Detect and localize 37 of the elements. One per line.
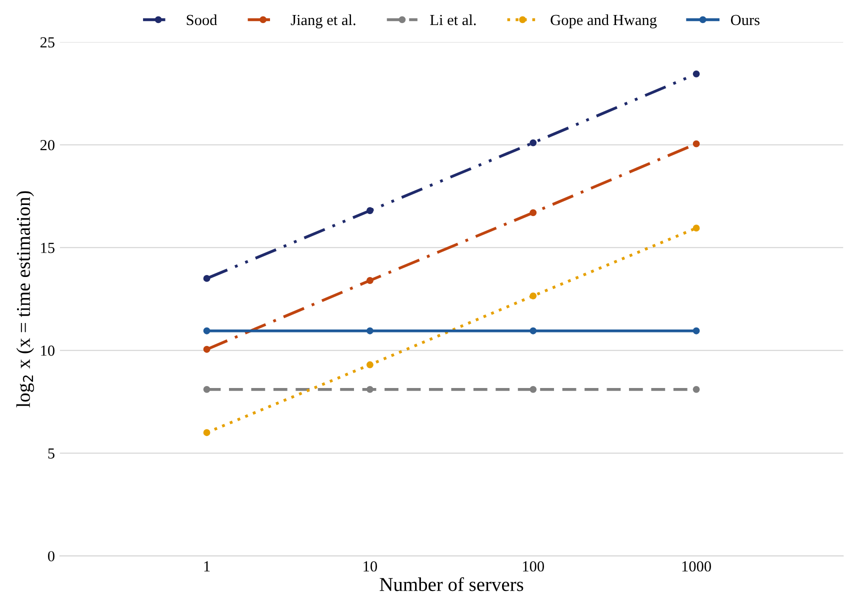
x-axis-title: Number of servers — [380, 577, 524, 592]
point — [530, 139, 537, 146]
y-tick-label: 20 — [40, 140, 54, 150]
x-tick-label: 1000 — [682, 561, 711, 572]
legend-label: Li et al. — [430, 14, 476, 26]
point — [530, 292, 537, 300]
point — [203, 327, 210, 334]
y-axis-title: log$_{2}$ x (x = time estimation) — [16, 191, 34, 408]
point — [692, 327, 700, 334]
point — [203, 274, 210, 282]
x-tick-label: 10 — [364, 561, 378, 572]
x-tick-label: 1 — [204, 561, 210, 572]
legend-label: Jiang et al. — [290, 14, 356, 28]
x-tick-label: 100 — [523, 561, 544, 572]
point — [366, 327, 374, 334]
point — [366, 386, 374, 393]
point — [203, 346, 210, 353]
point — [366, 361, 374, 368]
legend-label: Gope and Hwang — [550, 14, 657, 28]
point — [530, 327, 537, 334]
point — [692, 386, 700, 393]
y-tick-label: 5 — [48, 448, 54, 459]
point — [366, 277, 374, 284]
y-tick-label: 0 — [48, 551, 54, 562]
y-tick-label: 25 — [40, 37, 54, 48]
point — [203, 429, 210, 436]
point — [692, 140, 700, 148]
point — [530, 386, 537, 393]
point — [203, 386, 210, 393]
point — [692, 70, 700, 78]
point — [530, 209, 537, 216]
y-tick-label: 15 — [41, 242, 54, 254]
legend-label: Sood — [186, 14, 218, 26]
point — [366, 207, 374, 214]
point — [692, 224, 700, 232]
legend-label: Ours — [730, 14, 760, 26]
y-tick-label: 10 — [41, 346, 54, 356]
